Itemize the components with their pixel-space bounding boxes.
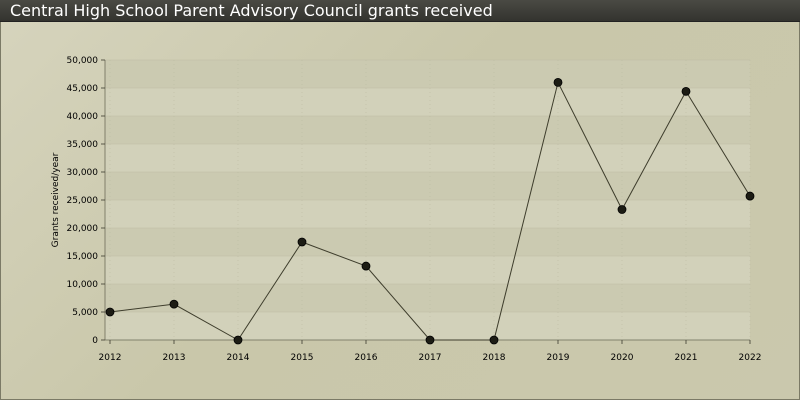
data-point — [617, 205, 627, 214]
data-point — [425, 335, 435, 345]
y-tick-label: 30,000 — [67, 168, 99, 178]
x-tick-label: 2018 — [483, 353, 506, 363]
data-points — [105, 78, 755, 345]
plot-band — [105, 60, 750, 88]
y-tick-label: 5,000 — [72, 308, 98, 318]
x-tick-label: 2021 — [675, 353, 698, 363]
plot-band — [105, 312, 750, 340]
y-tick-label: 25,000 — [67, 196, 99, 206]
y-tick-label: 0 — [92, 336, 98, 346]
data-point — [297, 237, 307, 247]
y-tick-label: 15,000 — [67, 252, 99, 262]
x-tick-label: 2016 — [355, 353, 378, 363]
plot-band — [105, 88, 750, 116]
data-point — [361, 261, 371, 271]
y-tick-label: 20,000 — [67, 224, 99, 234]
x-tick-label: 2020 — [611, 353, 634, 363]
x-tick-label: 2012 — [99, 353, 122, 363]
data-point — [553, 78, 563, 87]
x-tick-label: 2017 — [419, 353, 442, 363]
plot-band — [105, 200, 750, 228]
y-tick-label: 45,000 — [67, 84, 99, 94]
x-tick-label: 2013 — [163, 353, 186, 363]
plot-band — [105, 228, 750, 256]
chart-title: Central High School Parent Advisory Coun… — [10, 1, 493, 20]
data-point — [105, 307, 115, 317]
y-tick-labels: 0 5,000 10,000 15,000 20,000 25,000 30,000 35,0… — [67, 56, 99, 346]
data-point — [233, 335, 243, 345]
y-tick-label: 40,000 — [67, 112, 99, 122]
y-tick-label: 50,000 — [67, 56, 99, 66]
y-tick-label: 10,000 — [67, 280, 99, 290]
x-tick-label: 2014 — [227, 353, 250, 363]
plot-band — [105, 144, 750, 172]
x-tick-label: 2015 — [291, 353, 314, 363]
x-tick-label: 2019 — [547, 353, 570, 363]
data-point — [681, 86, 691, 96]
data-point — [745, 191, 755, 201]
y-tick-label: 35,000 — [67, 140, 99, 150]
title-bar: Central High School Parent Advisory Coun… — [0, 0, 800, 22]
plot-band — [105, 172, 750, 200]
plot-band — [105, 116, 750, 144]
x-tick-labels: 2012 2013 2014 2015 2016 2017 2018 2019 2020 2021… — [99, 353, 762, 363]
y-axis-label: Grants received/year — [51, 152, 61, 247]
x-tick-label: 2022 — [739, 353, 762, 363]
data-point — [169, 299, 179, 309]
plot-band — [105, 284, 750, 312]
plot-bands — [105, 60, 750, 340]
data-point — [489, 335, 499, 345]
plot-band — [105, 256, 750, 284]
